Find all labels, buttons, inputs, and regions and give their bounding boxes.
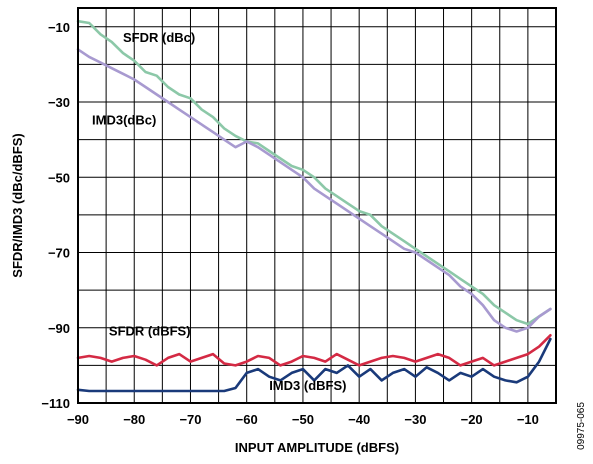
series-layer <box>76 19 552 393</box>
x-tick-labels: −90 −80 −70 −60 −50 −40 −30 −20 −10 <box>67 412 539 427</box>
series-line-sfdr-dbfs <box>76 334 552 367</box>
x-tick-label: −30 <box>404 412 426 427</box>
y-tick-label: −30 <box>48 95 70 110</box>
x-tick-label: −80 <box>123 412 145 427</box>
x-tick-label: −90 <box>67 412 89 427</box>
x-tick-label: −50 <box>292 412 314 427</box>
y-tick-label: −10 <box>48 20 70 35</box>
y-tick-label: −110 <box>41 396 70 411</box>
series-line-sfdr-dbc <box>76 19 552 326</box>
series-line-imd3-dbc <box>76 48 552 333</box>
series-annotation: SFDR (dBFS) <box>109 323 191 338</box>
x-tick-label: −60 <box>236 412 258 427</box>
x-tick-label: −20 <box>461 412 483 427</box>
y-tick-labels: −10 −30 −50 −70 −90 −110 <box>41 20 70 411</box>
series-annotation: IMD3 (dBFS) <box>269 378 346 393</box>
y-tick-label: −90 <box>48 321 70 336</box>
x-tick-label: −70 <box>179 412 201 427</box>
grid <box>78 8 556 403</box>
x-tick-label: −10 <box>517 412 539 427</box>
series-annotation: IMD3(dBc) <box>92 113 156 128</box>
y-tick-label: −50 <box>48 170 70 185</box>
series-annotation: SFDR (dBc) <box>123 30 195 45</box>
x-tick-label: −40 <box>348 412 370 427</box>
series-line-imd3-dbfs <box>76 337 552 393</box>
plot-frame <box>77 7 557 404</box>
y-axis-label: SFDR/IMD3 (dBc/dBFS) <box>10 133 25 277</box>
y-tick-label: −70 <box>48 246 70 261</box>
x-axis-label: INPUT AMPLITUDE (dBFS) <box>235 440 399 455</box>
annotations: SFDR (dBc) IMD3(dBc) SFDR (dBFS) IMD3 (dBFS… <box>92 30 346 393</box>
figure-id: 09975-065 <box>576 402 587 450</box>
